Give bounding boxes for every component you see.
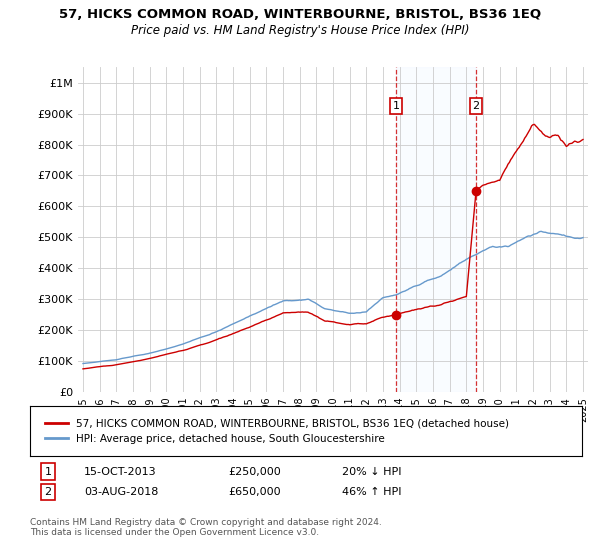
Text: 15-OCT-2013: 15-OCT-2013 [84, 466, 157, 477]
Text: £250,000: £250,000 [228, 466, 281, 477]
Text: 03-AUG-2018: 03-AUG-2018 [84, 487, 158, 497]
Text: Price paid vs. HM Land Registry's House Price Index (HPI): Price paid vs. HM Land Registry's House … [131, 24, 469, 36]
Text: 1: 1 [392, 101, 400, 111]
Text: £650,000: £650,000 [228, 487, 281, 497]
Text: 46% ↑ HPI: 46% ↑ HPI [342, 487, 401, 497]
Legend: 57, HICKS COMMON ROAD, WINTERBOURNE, BRISTOL, BS36 1EQ (detached house), HPI: Av: 57, HICKS COMMON ROAD, WINTERBOURNE, BRI… [41, 414, 514, 448]
Text: Contains HM Land Registry data © Crown copyright and database right 2024.
This d: Contains HM Land Registry data © Crown c… [30, 518, 382, 538]
Text: 1: 1 [44, 466, 52, 477]
Text: 57, HICKS COMMON ROAD, WINTERBOURNE, BRISTOL, BS36 1EQ: 57, HICKS COMMON ROAD, WINTERBOURNE, BRI… [59, 8, 541, 21]
Text: 20% ↓ HPI: 20% ↓ HPI [342, 466, 401, 477]
Text: 2: 2 [472, 101, 479, 111]
Bar [396, 67, 476, 392]
Text: 2: 2 [44, 487, 52, 497]
